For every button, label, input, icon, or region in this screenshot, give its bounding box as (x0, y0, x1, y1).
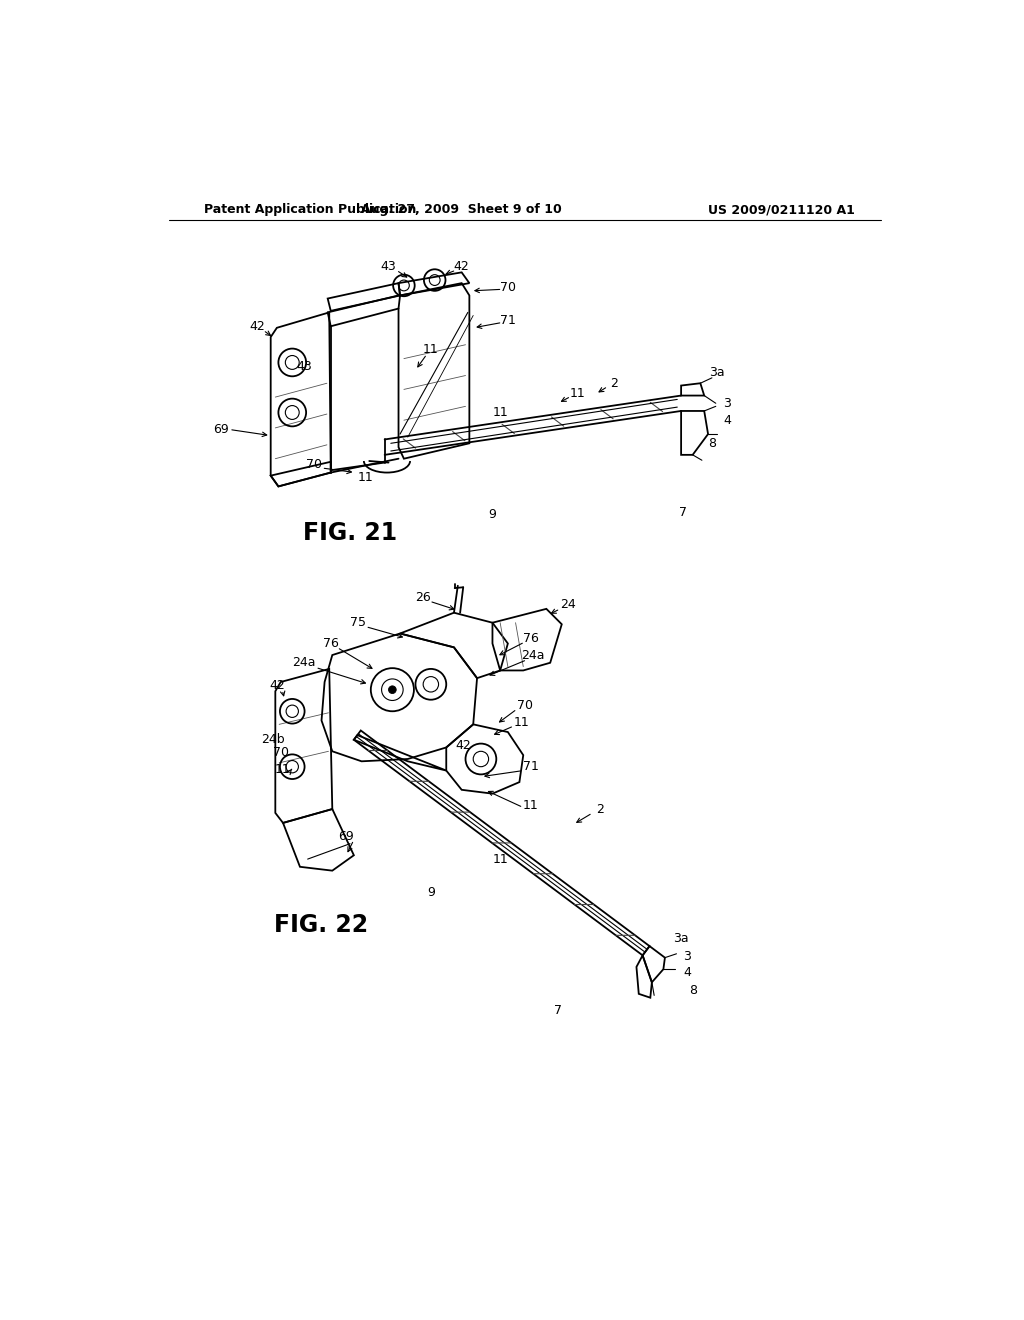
Text: 42: 42 (454, 260, 470, 273)
Text: 42: 42 (456, 739, 471, 752)
Text: 3a: 3a (674, 932, 689, 945)
Text: 9: 9 (427, 886, 435, 899)
Text: 8: 8 (689, 983, 696, 997)
Text: US 2009/0211120 A1: US 2009/0211120 A1 (708, 203, 855, 216)
Text: Aug. 27, 2009  Sheet 9 of 10: Aug. 27, 2009 Sheet 9 of 10 (361, 203, 562, 216)
Text: 70: 70 (306, 458, 322, 471)
Circle shape (388, 686, 396, 693)
Text: 70: 70 (500, 281, 516, 294)
Text: 42: 42 (250, 319, 265, 333)
Text: 4: 4 (723, 413, 731, 426)
Text: 3: 3 (683, 950, 691, 964)
Text: 3a: 3a (710, 366, 725, 379)
Text: 11: 11 (523, 799, 539, 812)
Text: 70: 70 (272, 746, 289, 759)
Text: 11: 11 (275, 763, 291, 776)
Text: 7: 7 (679, 506, 687, 519)
Text: 24a: 24a (292, 656, 315, 669)
Text: 3: 3 (723, 397, 731, 409)
Text: 70: 70 (517, 698, 532, 711)
Text: 69: 69 (338, 829, 354, 842)
Text: 43: 43 (381, 260, 396, 273)
Text: 69: 69 (214, 422, 229, 436)
Text: 7: 7 (554, 1005, 562, 1018)
Text: 24b: 24b (261, 733, 285, 746)
Text: 2: 2 (596, 803, 604, 816)
Text: 11: 11 (569, 387, 585, 400)
Text: 24: 24 (560, 598, 575, 611)
Text: 42: 42 (269, 680, 285, 693)
Text: 71: 71 (500, 314, 516, 326)
Text: Patent Application Publication: Patent Application Publication (204, 203, 416, 216)
Text: 76: 76 (323, 638, 339, 649)
Text: 11: 11 (493, 853, 508, 866)
Text: 26: 26 (416, 591, 431, 603)
Text: 11: 11 (493, 407, 508, 418)
Text: 11: 11 (357, 471, 374, 484)
Text: 11: 11 (423, 343, 438, 356)
Text: 9: 9 (488, 508, 497, 520)
Text: 75: 75 (350, 616, 366, 630)
Text: FIG. 21: FIG. 21 (303, 520, 397, 545)
Text: FIG. 22: FIG. 22 (274, 912, 369, 937)
Text: 11: 11 (514, 717, 529, 730)
Text: 76: 76 (523, 631, 539, 644)
Text: 2: 2 (610, 376, 618, 389)
Text: 43: 43 (296, 360, 311, 372)
Text: 4: 4 (683, 966, 691, 979)
Text: 8: 8 (708, 437, 716, 450)
Text: 71: 71 (523, 760, 539, 774)
Text: 24a: 24a (521, 648, 544, 661)
